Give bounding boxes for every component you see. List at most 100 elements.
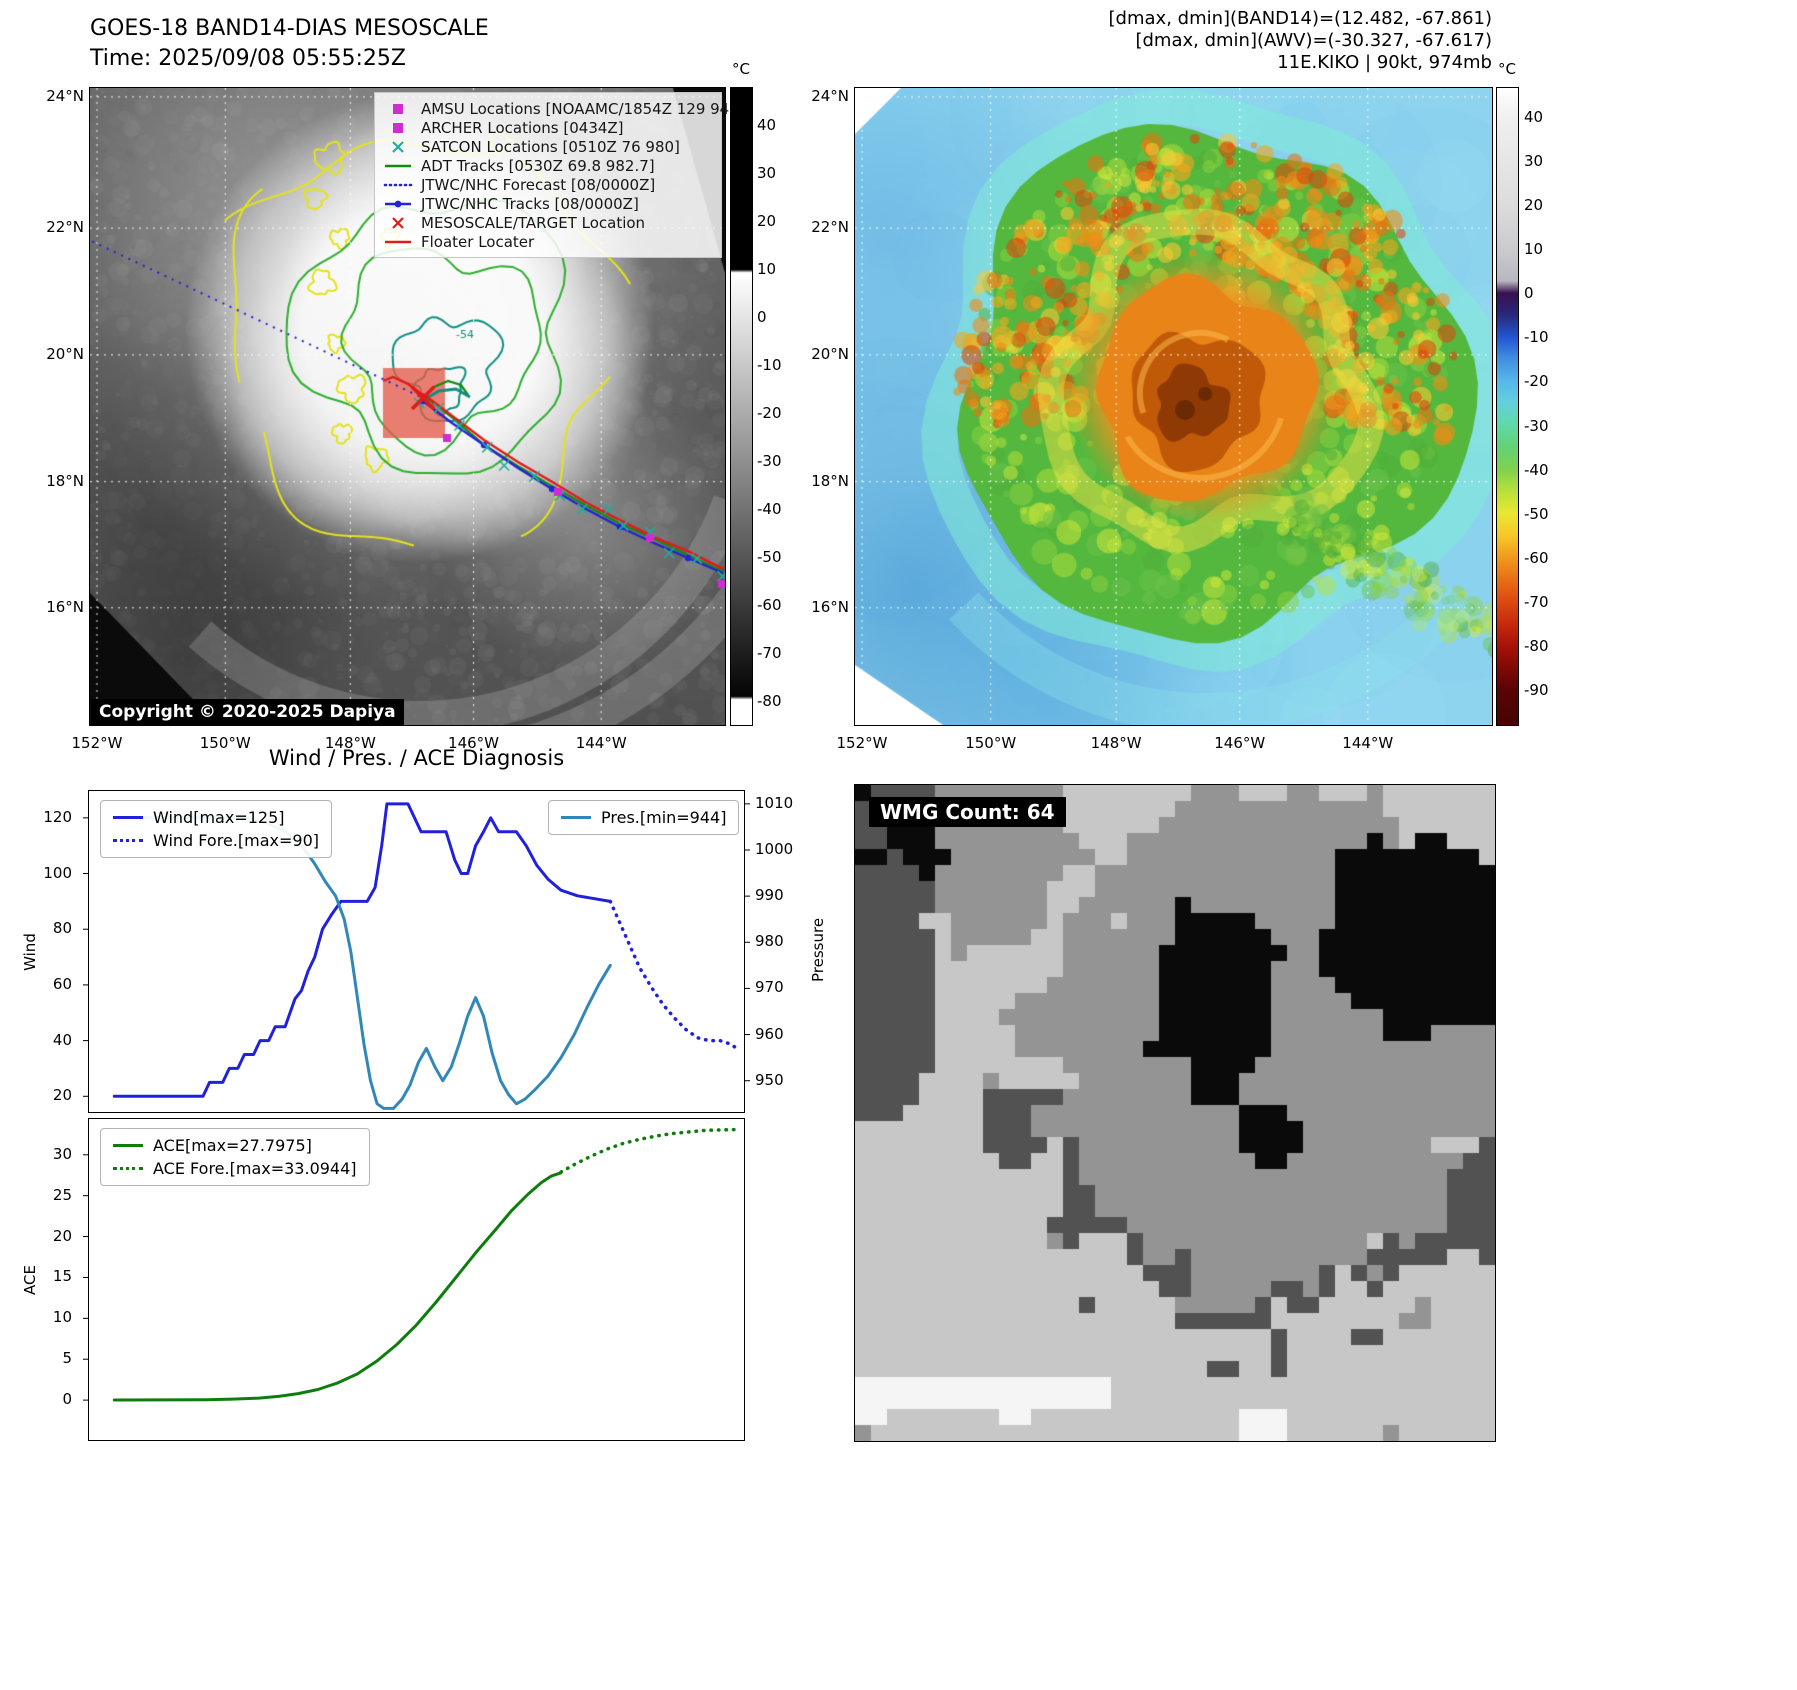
ir-legend-item: SATCON Locations [0510Z 76 980]	[383, 137, 713, 156]
pressure-ytick-label: 990	[755, 886, 784, 905]
ir-legend-x-icon	[392, 140, 404, 153]
awv-colorbar-tick-label: -20	[1524, 372, 1549, 391]
awv-lon-tick-label: 146°W	[1214, 734, 1266, 752]
ir-legend-item: JTWC/NHC Forecast [08/0000Z]	[383, 175, 713, 194]
ir-legend-line-icon	[385, 240, 411, 243]
ir-lon-tick-label: 148°W	[324, 734, 376, 752]
ace-axis-label: ACE	[21, 1265, 39, 1295]
ir-legend-item-label: JTWC/NHC Tracks [08/0000Z]	[421, 194, 639, 213]
awv-colorbar-tick-label: -50	[1524, 504, 1549, 523]
ir-legend-item: ADT Tracks [0530Z 69.8 982.7]	[383, 156, 713, 175]
awv-lat-tick-label: 18°N	[811, 471, 849, 490]
awv-lon-tick-label: 144°W	[1342, 734, 1394, 752]
ir-lat-tick-label: 16°N	[46, 597, 84, 616]
ir-legend-item: Floater Locater	[383, 232, 713, 251]
wind-pressure-chart	[83, 790, 750, 1113]
ir-legend-item-label: AMSU Locations [NOAAMC/1854Z 129 940]	[421, 99, 745, 118]
pressure-axis-label: Pressure	[809, 917, 827, 982]
ace-legend-entry: ACE[max=27.7975]	[113, 1134, 357, 1157]
ir-lat-tick-label: 20°N	[46, 344, 84, 363]
ir-colorbar	[730, 87, 753, 726]
awv-colorbar-tick-label: -10	[1524, 328, 1549, 347]
ir-colorbar-tick-label: -50	[757, 548, 782, 567]
awv-lat-tick-label: 20°N	[811, 344, 849, 363]
ir-legend-item-label: ADT Tracks [0530Z 69.8 982.7]	[421, 156, 655, 175]
ace-ytick-label: 15	[52, 1267, 72, 1286]
pressure-ytick-label: 960	[755, 1024, 784, 1043]
awv-colorbar-tick-label: 10	[1524, 240, 1544, 259]
pressure-ytick-label: 1010	[755, 793, 794, 812]
wind-legend-entry: Wind Fore.[max=90]	[113, 829, 319, 852]
pressure-legend-entry: Pres.[min=944]	[561, 806, 726, 829]
wind-ytick-label: 120	[43, 807, 72, 826]
ir-colorbar-unit: °C	[732, 60, 750, 78]
awv-colorbar-tick-label: -60	[1524, 548, 1549, 567]
awv-colorbar-tick-label: 30	[1524, 152, 1544, 171]
awv-colorbar-tick-label: -70	[1524, 592, 1549, 611]
ir-legend-item-label: MESOSCALE/TARGET Location	[421, 213, 646, 232]
ir-legend-square-icon	[393, 103, 403, 114]
awv-lon-tick-label: 148°W	[1090, 734, 1142, 752]
wmg-count-label: WMG Count: 64	[869, 797, 1066, 827]
ir-legend-item: MESOSCALE/TARGET Location	[383, 213, 713, 232]
wind-ytick-label: 20	[52, 1086, 72, 1105]
ace-ytick-label: 25	[52, 1185, 72, 1204]
ace-legend: ACE[max=27.7975] ACE Fore.[max=33.0944]	[100, 1128, 370, 1186]
ir-legend-item: JTWC/NHC Tracks [08/0000Z]	[383, 194, 713, 213]
ir-lon-tick-label: 150°W	[199, 734, 251, 752]
pressure-ytick-label: 950	[755, 1070, 784, 1089]
awv-satellite-map	[854, 87, 1493, 726]
awv-lon-tick-label: 150°W	[965, 734, 1017, 752]
ir-lon-tick-label: 152°W	[71, 734, 123, 752]
ir-legend-item: AMSU Locations [NOAAMC/1854Z 129 940]	[383, 99, 745, 118]
wind-ytick-label: 100	[43, 863, 72, 882]
awv-lon-tick-label: 152°W	[836, 734, 888, 752]
awv-info-line1: [dmax, dmin](BAND14)=(12.482, -67.861)	[1108, 8, 1492, 29]
awv-colorbar-tick-label: 20	[1524, 196, 1544, 215]
ace-legend-line-sample-icon	[113, 1167, 143, 1170]
wind-ytick-label: 80	[52, 919, 72, 938]
ir-legend-item: ARCHER Locations [0434Z]	[383, 118, 713, 137]
pressure-ytick-label: 970	[755, 978, 784, 997]
ace-legend-line-sample-icon	[113, 1144, 143, 1147]
wind-legend-line-sample-icon	[113, 839, 143, 842]
ir-colorbar-tick-label: 10	[757, 260, 777, 279]
ir-lat-tick-label: 24°N	[46, 86, 84, 105]
ace-ytick-label: 10	[52, 1308, 72, 1327]
wind-axis-label: Wind	[21, 933, 39, 971]
ir-lon-tick-label: 144°W	[575, 734, 627, 752]
ir-legend-item-label: Floater Locater	[421, 232, 535, 251]
ir-colorbar-tick-label: -60	[757, 596, 782, 615]
ir-colorbar-tick-label: -10	[757, 356, 782, 375]
wind-ytick-label: 60	[52, 974, 72, 993]
ir-legend-item-label: JTWC/NHC Forecast [08/0000Z]	[421, 175, 656, 194]
ir-map-legend: AMSU Locations [NOAAMC/1854Z 129 940] ARC…	[374, 92, 745, 258]
ir-colorbar-tick-label: 40	[757, 115, 777, 134]
pressure-ytick-label: 980	[755, 932, 784, 951]
ir-lat-tick-label: 22°N	[46, 218, 84, 237]
ir-legend-item-label: SATCON Locations [0510Z 76 980]	[421, 137, 680, 156]
ace-ytick-label: 20	[52, 1226, 72, 1245]
ace-ytick-label: 30	[52, 1144, 72, 1163]
ir-lat-tick-label: 18°N	[46, 471, 84, 490]
ace-ytick-label: 0	[62, 1390, 72, 1409]
awv-colorbar-tick-label: 0	[1524, 284, 1534, 303]
ace-legend-entry-label: ACE Fore.[max=33.0944]	[153, 1159, 357, 1178]
ir-lon-tick-label: 146°W	[448, 734, 500, 752]
ir-title-block: GOES-18 BAND14-DIAS MESOSCALE Time: 2025…	[90, 14, 489, 74]
awv-colorbar-tick-label: -90	[1524, 681, 1549, 700]
ir-legend-line-icon	[385, 164, 411, 167]
ir-title-line1: GOES-18 BAND14-DIAS MESOSCALE	[90, 16, 489, 41]
awv-colorbar-unit: °C	[1498, 60, 1516, 78]
wind-legend-entry: Wind[max=125]	[113, 806, 319, 829]
awv-lat-tick-label: 22°N	[811, 218, 849, 237]
ace-ytick-label: 5	[62, 1349, 72, 1368]
pressure-legend: Pres.[min=944]	[548, 800, 740, 835]
ace-legend-entry-label: ACE[max=27.7975]	[153, 1136, 312, 1155]
wind-legend-entry-label: Wind Fore.[max=90]	[153, 831, 319, 850]
diagnosis-title: Wind / Pres. / ACE Diagnosis	[268, 746, 565, 770]
ir-colorbar-tick-label: 20	[757, 212, 777, 230]
awv-lat-tick-label: 16°N	[811, 597, 849, 616]
ir-legend-x-icon	[392, 216, 404, 229]
ir-colorbar-tick-label: -20	[757, 404, 782, 423]
